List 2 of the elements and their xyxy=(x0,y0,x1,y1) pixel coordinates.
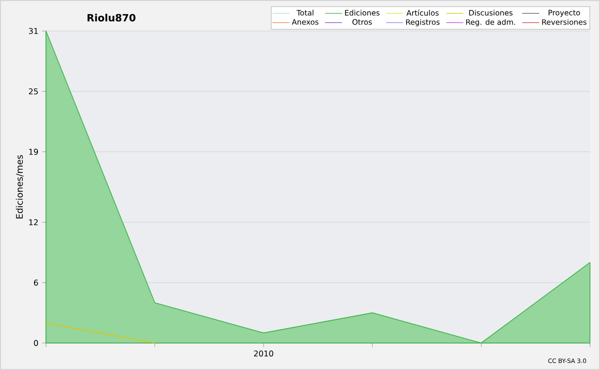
chart-title: Riolu870 xyxy=(88,14,136,22)
y-axis-title: Ediciones/mes xyxy=(16,155,24,218)
